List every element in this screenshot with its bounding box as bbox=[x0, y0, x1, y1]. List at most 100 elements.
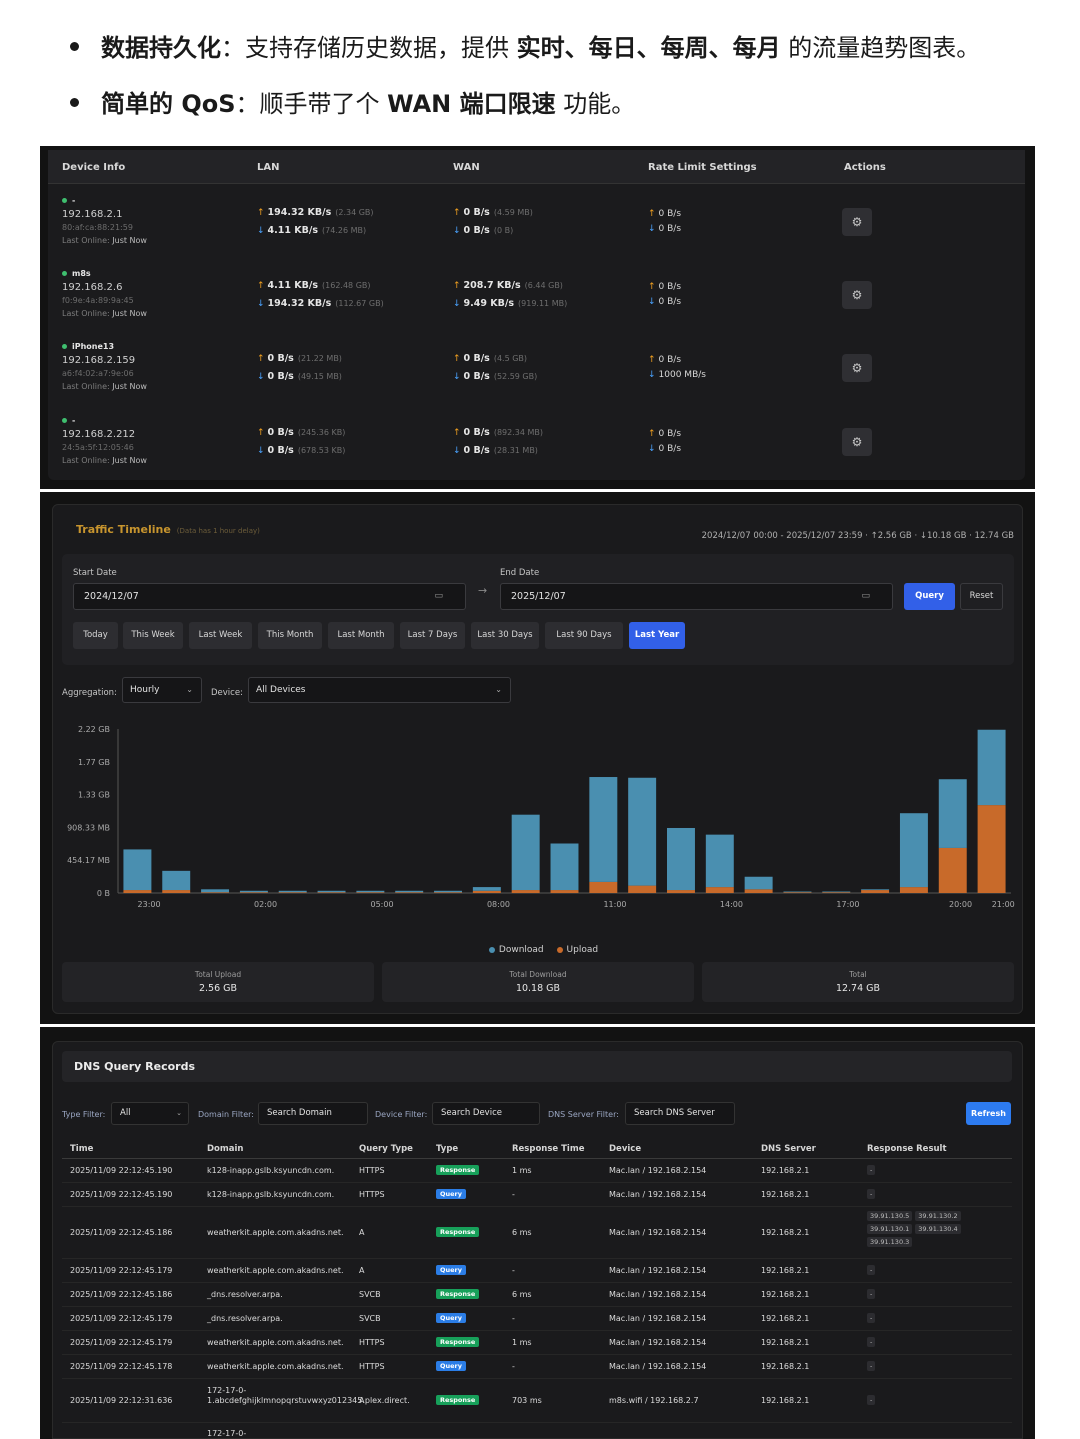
col-rate-limit: Rate Limit Settings bbox=[648, 162, 757, 173]
aggregation-select[interactable]: Hourly ⌄ bbox=[122, 677, 202, 703]
lan-up-total: (245.36 KB) bbox=[297, 428, 346, 437]
wan-up-total: (6.44 GB) bbox=[524, 281, 563, 290]
device-row: iPhone13 192.168.2.159 a6:f4:02:a7:9e:06 La… bbox=[48, 340, 1025, 413]
preset-last-7-days[interactable]: Last 7 Days bbox=[400, 622, 465, 649]
preset-last-year[interactable]: Last Year bbox=[629, 622, 685, 649]
device-last-online: Last Online: Just Now bbox=[62, 234, 147, 247]
bar-download bbox=[861, 889, 890, 891]
wan-up-line: ↑ 0 B/s (892.34 MB) bbox=[453, 424, 543, 442]
query-button[interactable]: Query bbox=[904, 583, 955, 610]
dns-records-card: DNS Query Records Type Filter: All ⌄ Doma… bbox=[52, 1041, 1023, 1439]
col-actions: Actions bbox=[844, 162, 886, 173]
reset-button[interactable]: Reset bbox=[960, 583, 1003, 610]
arrow-down-icon: ↓ bbox=[648, 224, 656, 234]
dns-domain: weatherkit.apple.com.akadns.net. bbox=[207, 1338, 344, 1347]
domain-filter-input[interactable]: Search Domain bbox=[258, 1102, 368, 1125]
legend-download[interactable]: Download bbox=[498, 945, 544, 955]
limit-up-line: ↑ 0 B/s bbox=[648, 280, 681, 295]
legend-upload[interactable]: Upload bbox=[566, 945, 599, 955]
bar-download bbox=[278, 890, 307, 893]
dns-server-filter-input[interactable]: Search DNS Server bbox=[625, 1102, 735, 1125]
dns-table-row: 2025/11/09 22:12:45.179 _dns.resolver.arp… bbox=[62, 1307, 1012, 1331]
bar-download bbox=[123, 849, 152, 891]
wan-down-line: ↓ 0 B/s (28.31 MB) bbox=[453, 442, 543, 460]
dns-type-badge: Response bbox=[436, 1395, 480, 1405]
dns-col-type: Type bbox=[436, 1144, 459, 1154]
device-select-value: All Devices bbox=[256, 685, 306, 695]
preset-last-90-days[interactable]: Last 90 Days bbox=[545, 622, 623, 649]
dns-response-time: 703 ms bbox=[512, 1396, 542, 1405]
device-name-line: m8s bbox=[62, 267, 147, 281]
preset-last-30-days[interactable]: Last 30 Days bbox=[471, 622, 539, 649]
arrow-up-icon: ↑ bbox=[648, 209, 656, 219]
dns-server: 192.168.2.1 bbox=[761, 1166, 810, 1175]
limit-down-value: 0 B/s bbox=[658, 297, 682, 307]
limit-down-line: ↓ 0 B/s bbox=[648, 222, 681, 237]
last-online-value: Just Now bbox=[112, 456, 147, 465]
wan-down-line: ↓ 0 B/s (52.59 GB) bbox=[453, 368, 537, 386]
dns-server-filter-label: DNS Server Filter: bbox=[548, 1110, 619, 1119]
x-tick-label: 23:00 bbox=[138, 900, 161, 909]
device-name-line: iPhone13 bbox=[62, 340, 147, 354]
bar-download bbox=[434, 890, 462, 893]
lan-up-rate: 0 B/s bbox=[267, 353, 294, 364]
bar-upload bbox=[278, 892, 307, 893]
preset-this-month[interactable]: This Month bbox=[258, 622, 322, 649]
bar-upload bbox=[628, 885, 657, 893]
preset-last-month[interactable]: Last Month bbox=[328, 622, 394, 649]
bar-download bbox=[239, 890, 268, 893]
date-range-panel: Start Date 2024/12/07 ▭ → End Date 2025/1… bbox=[62, 554, 1014, 665]
device-row: - 192.168.2.1 80:af:ca:88:21:59 Last Online… bbox=[48, 194, 1025, 267]
refresh-button[interactable]: Refresh bbox=[966, 1102, 1011, 1125]
calendar-icon[interactable]: ▭ bbox=[434, 591, 443, 601]
type-filter-select[interactable]: All ⌄ bbox=[111, 1102, 189, 1125]
lan-up-total: (2.34 GB) bbox=[335, 208, 374, 217]
dns-query-type: A bbox=[359, 1396, 365, 1405]
total-download-card: Total Download 10.18 GB bbox=[382, 962, 694, 1002]
lan-rates: ↑ 194.32 KB/s (2.34 GB) ↓ 4.11 KB/s (74.26 MB… bbox=[257, 204, 374, 240]
lan-up-rate: 194.32 KB/s bbox=[267, 207, 332, 218]
dns-time: 2025/11/09 22:12:45.178 bbox=[70, 1362, 173, 1371]
bar-download bbox=[667, 827, 695, 891]
wan-down-rate: 0 B/s bbox=[463, 445, 490, 456]
preset-today[interactable]: Today bbox=[73, 622, 118, 649]
arrow-down-icon: ↓ bbox=[453, 226, 461, 236]
dns-table-row: 2025/11/09 22:12:45.179 weatherkit.apple.… bbox=[62, 1259, 1012, 1283]
end-date-input[interactable]: 2025/12/07 ▭ bbox=[500, 583, 893, 610]
device-info: iPhone13 192.168.2.159 a6:f4:02:a7:9e:06 La… bbox=[62, 340, 147, 393]
limit-up-value: 0 B/s bbox=[658, 355, 682, 365]
online-status-dot bbox=[62, 418, 67, 423]
bar-upload bbox=[822, 892, 851, 893]
bullet-text: ：支持存储历史数据，提供 bbox=[221, 34, 517, 62]
last-online-value: Just Now bbox=[112, 236, 147, 245]
total-download-label: Total Download bbox=[509, 970, 567, 979]
total-value: 12.74 GB bbox=[835, 983, 881, 994]
lan-down-line: ↓ 4.11 KB/s (74.26 MB) bbox=[257, 222, 374, 240]
device-name: m8s bbox=[72, 269, 91, 278]
device-settings-button[interactable]: ⚙ bbox=[842, 354, 872, 382]
dns-title: DNS Query Records bbox=[62, 1051, 1012, 1082]
lan-rates: ↑ 0 B/s (245.36 KB) ↓ 0 B/s (678.53 KB) bbox=[257, 424, 345, 460]
bar-upload bbox=[472, 890, 501, 893]
dns-response-time: 1 ms bbox=[512, 1166, 532, 1175]
arrow-down-icon: ↓ bbox=[257, 446, 265, 456]
device-filter-input[interactable]: Search Device bbox=[432, 1102, 540, 1125]
preset-this-week[interactable]: This Week bbox=[123, 622, 183, 649]
wan-down-total: (28.31 MB) bbox=[493, 446, 538, 455]
dns-table-row: 172-17-0- bbox=[62, 1423, 1012, 1439]
arrow-down-icon: ↓ bbox=[257, 299, 265, 309]
device-settings-button[interactable]: ⚙ bbox=[842, 428, 872, 456]
device-settings-button[interactable]: ⚙ bbox=[842, 208, 872, 236]
wan-down-line: ↓ 9.49 KB/s (919.11 MB) bbox=[453, 295, 567, 313]
device-select[interactable]: All Devices ⌄ bbox=[248, 677, 511, 703]
limit-down-line: ↓ 0 B/s bbox=[648, 442, 681, 457]
bar-download bbox=[201, 889, 230, 893]
preset-last-week[interactable]: Last Week bbox=[189, 622, 252, 649]
chevron-down-icon: ⌄ bbox=[186, 685, 193, 694]
dns-col-server: DNS Server bbox=[761, 1144, 816, 1154]
device-settings-button[interactable]: ⚙ bbox=[842, 281, 872, 309]
response-ip-pill: - bbox=[867, 1337, 876, 1347]
calendar-icon[interactable]: ▭ bbox=[861, 591, 870, 601]
start-date-input[interactable]: 2024/12/07 ▭ bbox=[73, 583, 466, 610]
wan-down-rate: 0 B/s bbox=[463, 225, 490, 236]
